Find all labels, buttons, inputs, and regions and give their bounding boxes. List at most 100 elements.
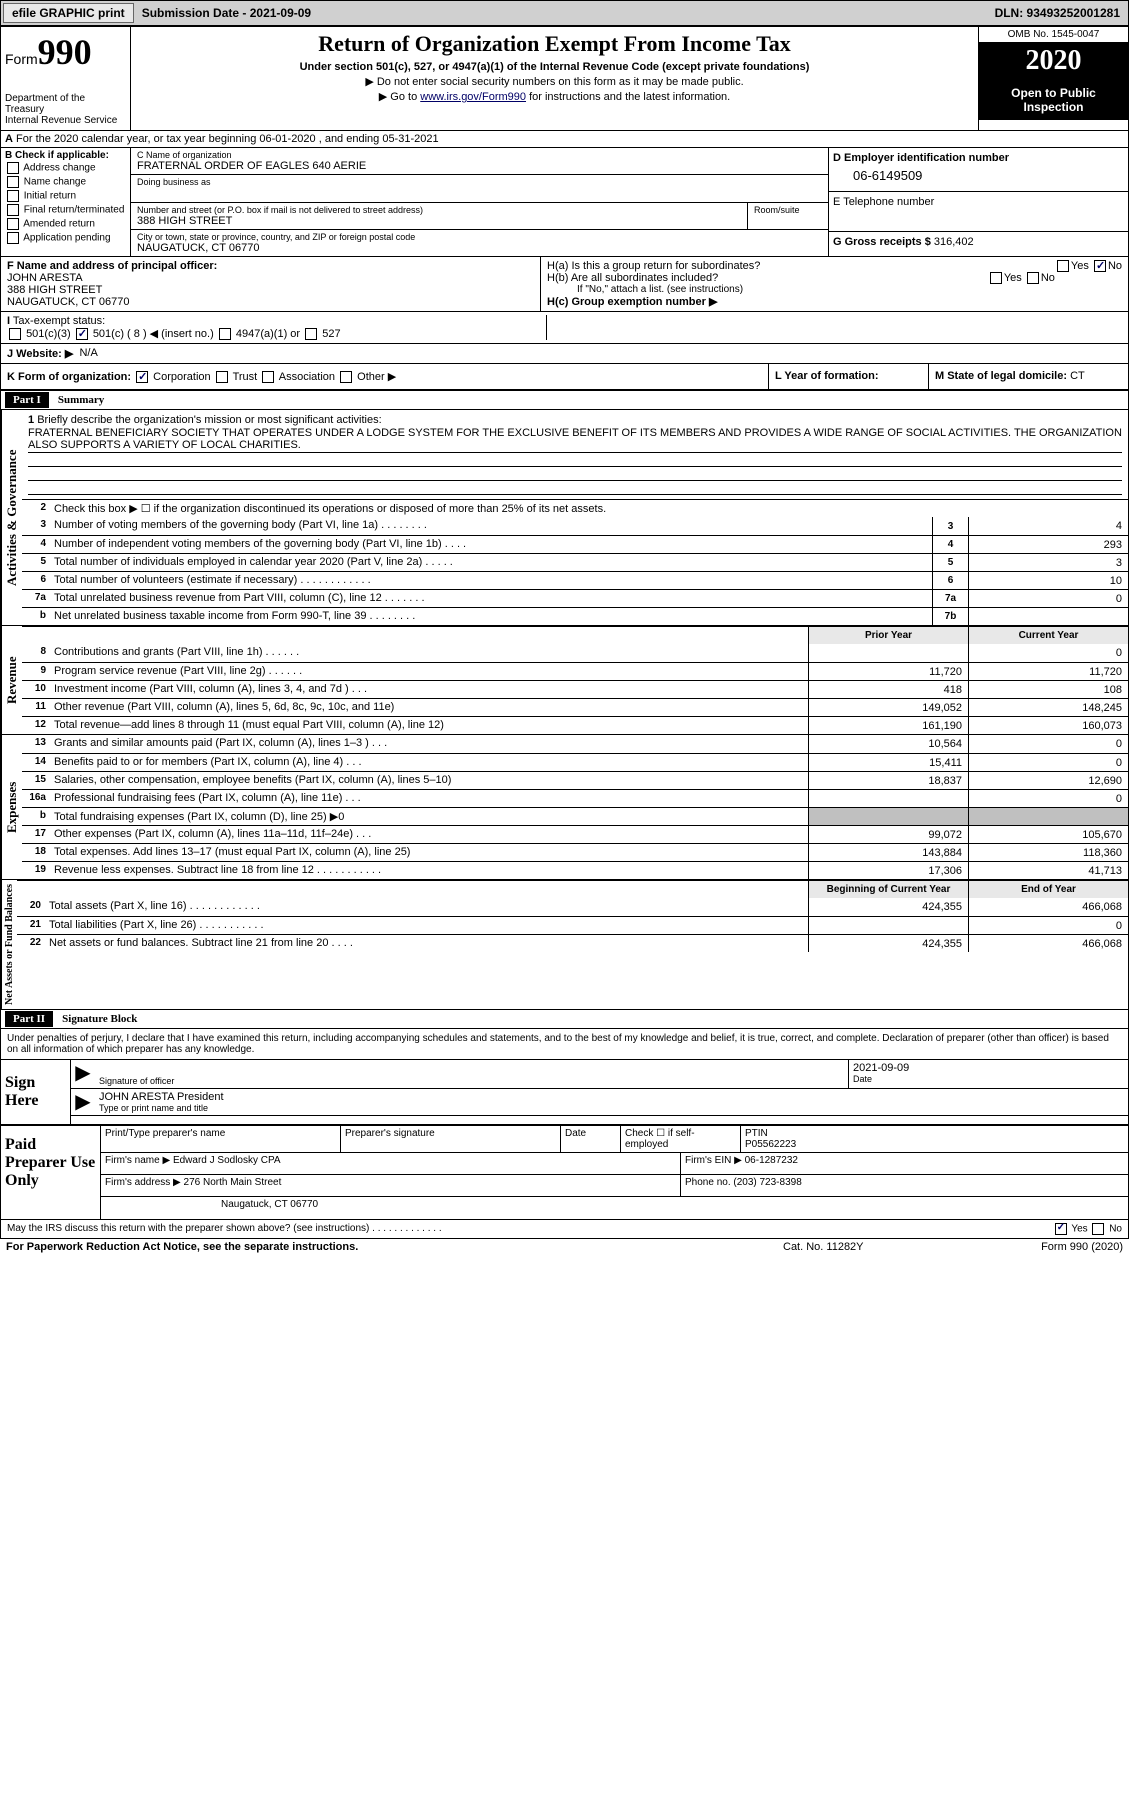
date-label: Date xyxy=(853,1074,1124,1084)
preparer-name-label: Print/Type preparer's name xyxy=(101,1126,341,1152)
website-value: N/A xyxy=(79,347,97,360)
ptin-label: PTIN xyxy=(745,1128,768,1139)
current-value: 118,360 xyxy=(968,844,1128,861)
self-employed-check: Check ☐ if self-employed xyxy=(621,1126,741,1152)
line-text: Program service revenue (Part VIII, line… xyxy=(50,663,808,680)
ptin-value: P05562223 xyxy=(745,1139,796,1150)
other-checkbox[interactable] xyxy=(340,371,352,383)
prior-value: 424,355 xyxy=(808,898,968,916)
line-text: Total liabilities (Part X, line 26) . . … xyxy=(45,917,808,934)
line-text: Number of voting members of the governin… xyxy=(50,517,932,535)
prior-value: 418 xyxy=(808,681,968,698)
prior-value: 424,355 xyxy=(808,935,968,952)
assoc-checkbox[interactable] xyxy=(262,371,274,383)
line-text: Contributions and grants (Part VIII, lin… xyxy=(50,644,808,662)
current-value: 0 xyxy=(968,644,1128,662)
line-text: Total number of volunteers (estimate if … xyxy=(50,572,932,589)
row-a-tax-year: A For the 2020 calendar year, or tax yea… xyxy=(1,131,1128,148)
part1-header: Part I xyxy=(5,392,49,408)
instructions-link[interactable]: www.irs.gov/Form990 xyxy=(420,91,526,103)
sign-here-label: Sign Here xyxy=(1,1060,71,1124)
firm-addr-label: Firm's address ▶ xyxy=(105,1177,181,1188)
current-value: 466,068 xyxy=(968,898,1128,916)
prior-value: 161,190 xyxy=(808,717,968,734)
line-text: Grants and similar amounts paid (Part IX… xyxy=(50,735,808,753)
top-toolbar: efile GRAPHIC print Submission Date - 20… xyxy=(0,0,1129,26)
line-text: Total unrelated business revenue from Pa… xyxy=(50,590,932,607)
firm-addr2: Naugatuck, CT 06770 xyxy=(101,1197,1128,1219)
trust-checkbox[interactable] xyxy=(216,371,228,383)
line-text: Total expenses. Add lines 13–17 (must eq… xyxy=(50,844,808,861)
hc-question: H(c) Group exemption number ▶ xyxy=(547,295,1122,308)
activities-governance-tab: Activities & Governance xyxy=(1,410,22,625)
submission-date-label: Submission Date - 2021-09-09 xyxy=(136,4,317,22)
discuss-question: May the IRS discuss this return with the… xyxy=(7,1223,1053,1235)
mission-text: FRATERNAL BENEFICIARY SOCIETY THAT OPERA… xyxy=(28,426,1122,453)
line1-label: Briefly describe the organization's miss… xyxy=(37,414,381,426)
open-to-public: Open to Public Inspection xyxy=(979,80,1128,120)
phone-value: (203) 723-8398 xyxy=(733,1177,801,1188)
revenue-tab: Revenue xyxy=(1,626,22,734)
end-year-header: End of Year xyxy=(968,881,1128,898)
prior-value: 17,306 xyxy=(808,862,968,879)
dba-label: Doing business as xyxy=(137,177,822,187)
prior-value xyxy=(808,790,968,807)
name-title-label: Type or print name and title xyxy=(99,1103,1124,1113)
line-text: Number of independent voting members of … xyxy=(50,536,932,553)
signature-date: 2021-09-09 xyxy=(853,1062,1124,1074)
line-value: 4 xyxy=(968,517,1128,535)
line-text: Total fundraising expenses (Part IX, col… xyxy=(50,808,808,825)
part1-title: Summary xyxy=(58,394,104,406)
prior-value: 143,884 xyxy=(808,844,968,861)
tax-year: 2020 xyxy=(979,43,1128,80)
current-value: 0 xyxy=(968,735,1128,753)
4947-checkbox[interactable] xyxy=(219,328,231,340)
current-value: 0 xyxy=(968,790,1128,807)
tax-exempt-label: Tax-exempt status: xyxy=(13,315,105,327)
part2-header: Part II xyxy=(5,1011,53,1027)
room-label: Room/suite xyxy=(754,205,822,215)
paid-preparer-label: Paid Preparer Use Only xyxy=(1,1126,101,1219)
501c-checkbox[interactable] xyxy=(76,328,88,340)
website-label: J Website: ▶ xyxy=(7,347,73,360)
irs-label: Internal Revenue Service xyxy=(5,115,126,126)
line-text: Salaries, other compensation, employee b… xyxy=(50,772,808,789)
corp-checkbox[interactable] xyxy=(136,371,148,383)
address-label: Number and street (or P.O. box if mail i… xyxy=(137,205,741,215)
state-domicile-label: M State of legal domicile: xyxy=(935,370,1070,382)
officer-addr1: 388 HIGH STREET xyxy=(7,284,102,296)
efile-print-button[interactable]: efile GRAPHIC print xyxy=(3,3,134,23)
prior-year-header: Prior Year xyxy=(808,627,968,644)
prior-value: 149,052 xyxy=(808,699,968,716)
prior-value xyxy=(808,917,968,934)
current-value: 466,068 xyxy=(968,935,1128,952)
omb-number: OMB No. 1545-0047 xyxy=(979,27,1128,43)
city-value: NAUGATUCK, CT 06770 xyxy=(137,242,822,254)
column-b-checkboxes: B Check if applicable: Address change Na… xyxy=(1,148,131,256)
501c3-checkbox[interactable] xyxy=(9,328,21,340)
form-title: Return of Organization Exempt From Incom… xyxy=(139,31,970,57)
current-year-header: Current Year xyxy=(968,627,1128,644)
ein-label: D Employer identification number xyxy=(833,152,1009,164)
firm-name-label: Firm's name ▶ xyxy=(105,1155,170,1166)
discuss-yes-checkbox[interactable] xyxy=(1055,1223,1067,1235)
current-value: 148,245 xyxy=(968,699,1128,716)
prior-value: 18,837 xyxy=(808,772,968,789)
org-name-label: C Name of organization xyxy=(137,150,822,160)
instructions-link-line: ▶ Go to www.irs.gov/Form990 for instruct… xyxy=(139,90,970,103)
state-domicile-value: CT xyxy=(1070,370,1085,382)
expenses-tab: Expenses xyxy=(1,735,22,879)
discuss-no-checkbox[interactable] xyxy=(1092,1223,1104,1235)
form-number: Form990 xyxy=(5,31,126,73)
form-of-org-label: K Form of organization: xyxy=(7,371,131,383)
net-assets-tab: Net Assets or Fund Balances xyxy=(1,880,17,1009)
prior-value: 10,564 xyxy=(808,735,968,753)
527-checkbox[interactable] xyxy=(305,328,317,340)
perjury-statement: Under penalties of perjury, I declare th… xyxy=(1,1029,1128,1060)
firm-name: Edward J Sodlosky CPA xyxy=(173,1155,281,1166)
current-value: 0 xyxy=(968,754,1128,771)
current-value: 11,720 xyxy=(968,663,1128,680)
year-formation-label: L Year of formation: xyxy=(775,370,879,382)
part2-title: Signature Block xyxy=(62,1013,137,1025)
line-value: 293 xyxy=(968,536,1128,553)
